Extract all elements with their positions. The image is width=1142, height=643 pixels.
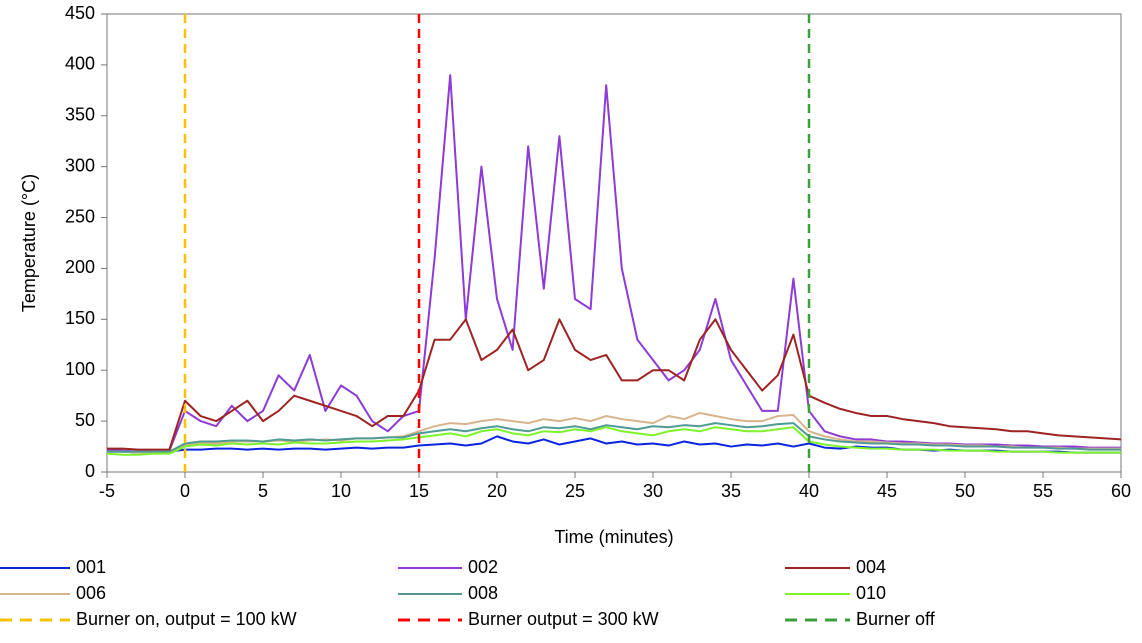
x-tick-label: 5 [258,481,268,501]
y-tick-label: 400 [65,54,95,74]
x-tick-label: 20 [487,481,507,501]
x-tick-label: 35 [721,481,741,501]
legend-label: 002 [468,557,498,577]
series-line [107,422,1121,453]
y-tick-label: 200 [65,257,95,277]
x-tick-label: 55 [1033,481,1053,501]
x-tick-label: 10 [331,481,351,501]
legend-label: 008 [468,583,498,603]
series-line [107,318,1122,451]
legend-label: 001 [76,557,106,577]
legend-label: 010 [856,583,886,603]
legend-label: 004 [856,557,886,577]
series-line [106,74,1121,453]
y-tick-label: 0 [85,461,95,481]
y-tick-label: 150 [65,308,95,328]
x-tick-label: 15 [409,481,429,501]
x-tick-label: -5 [99,481,115,501]
x-tick-label: 25 [565,481,585,501]
y-tick-label: 350 [65,105,95,125]
y-tick-label: 50 [75,410,95,430]
y-tick-label: 250 [65,206,95,226]
legend-label: 006 [76,583,106,603]
y-axis-label: Temperature (°C) [19,174,39,312]
x-axis-label: Time (minutes) [554,527,673,547]
legend-label: Burner on, output = 100 kW [76,609,297,629]
y-tick-label: 450 [65,3,95,23]
x-tick-label: 30 [643,481,663,501]
y-tick-label: 300 [65,155,95,175]
legend-label: Burner off [856,609,936,629]
y-tick-label: 100 [65,359,95,379]
x-tick-label: 60 [1111,481,1131,501]
legend-label: Burner output = 300 kW [468,609,659,629]
x-tick-label: 45 [877,481,897,501]
x-tick-label: 0 [180,481,190,501]
plot-frame [106,13,1122,473]
series-line [106,426,1121,456]
x-tick-label: 40 [799,481,819,501]
x-tick-label: 50 [955,481,975,501]
